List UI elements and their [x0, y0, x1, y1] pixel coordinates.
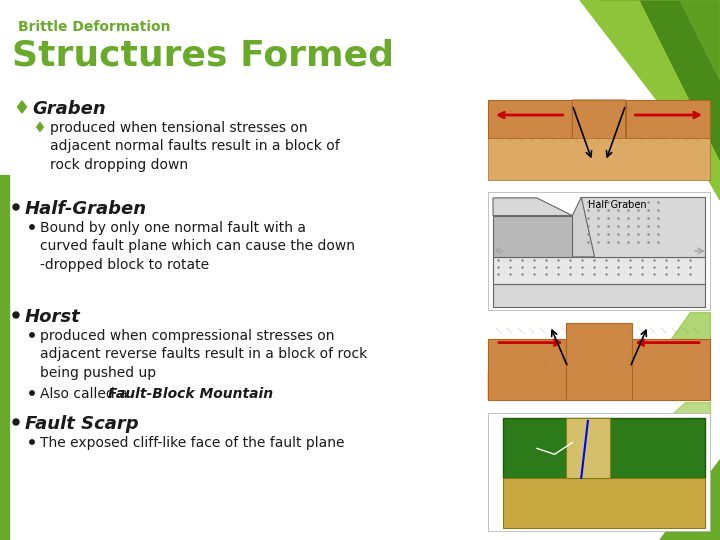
Polygon shape [626, 100, 710, 138]
Polygon shape [632, 339, 710, 400]
Polygon shape [580, 0, 720, 200]
Text: Graben: Graben [32, 100, 106, 118]
Polygon shape [566, 418, 610, 478]
Polygon shape [660, 402, 710, 425]
Text: produced when tensional stresses on
adjacent normal faults result in a block of
: produced when tensional stresses on adja… [50, 121, 340, 172]
Polygon shape [488, 100, 572, 138]
Polygon shape [503, 478, 705, 528]
Circle shape [13, 312, 19, 318]
Polygon shape [37, 123, 43, 132]
Polygon shape [488, 138, 710, 180]
Text: Bound by only one normal fault with a
curved fault plane which can cause the dow: Bound by only one normal fault with a cu… [40, 221, 355, 272]
Polygon shape [17, 101, 27, 113]
Polygon shape [488, 339, 566, 400]
Text: Half Graben: Half Graben [588, 200, 647, 210]
Text: produced when compressional stresses on
adjacent reverse faults result in a bloc: produced when compressional stresses on … [40, 329, 367, 380]
Text: Fault-Block Mountain: Fault-Block Mountain [108, 387, 273, 401]
Polygon shape [493, 284, 705, 307]
Polygon shape [572, 197, 595, 257]
Text: Half-Graben: Half-Graben [25, 200, 147, 218]
Text: Also called a: Also called a [40, 387, 132, 401]
Circle shape [30, 440, 35, 444]
Polygon shape [488, 372, 710, 400]
Polygon shape [493, 198, 572, 215]
Polygon shape [503, 418, 705, 478]
Text: Fault Scarp: Fault Scarp [25, 415, 139, 433]
Polygon shape [493, 215, 572, 257]
Text: Structures Formed: Structures Formed [12, 38, 394, 72]
Polygon shape [566, 323, 632, 400]
Circle shape [13, 419, 19, 425]
FancyBboxPatch shape [488, 413, 710, 531]
Polygon shape [660, 460, 720, 540]
Circle shape [30, 333, 35, 337]
Circle shape [13, 204, 19, 210]
Polygon shape [640, 0, 720, 160]
Polygon shape [600, 0, 720, 80]
Polygon shape [572, 100, 626, 167]
Circle shape [30, 391, 35, 395]
Polygon shape [0, 175, 9, 540]
FancyBboxPatch shape [488, 192, 710, 310]
Polygon shape [493, 257, 705, 284]
Text: Horst: Horst [25, 308, 81, 326]
Text: The exposed cliff-like face of the fault plane: The exposed cliff-like face of the fault… [40, 436, 344, 450]
Polygon shape [581, 197, 705, 257]
Circle shape [30, 225, 35, 229]
Text: Brittle Deformation: Brittle Deformation [18, 20, 171, 34]
Polygon shape [670, 312, 710, 340]
